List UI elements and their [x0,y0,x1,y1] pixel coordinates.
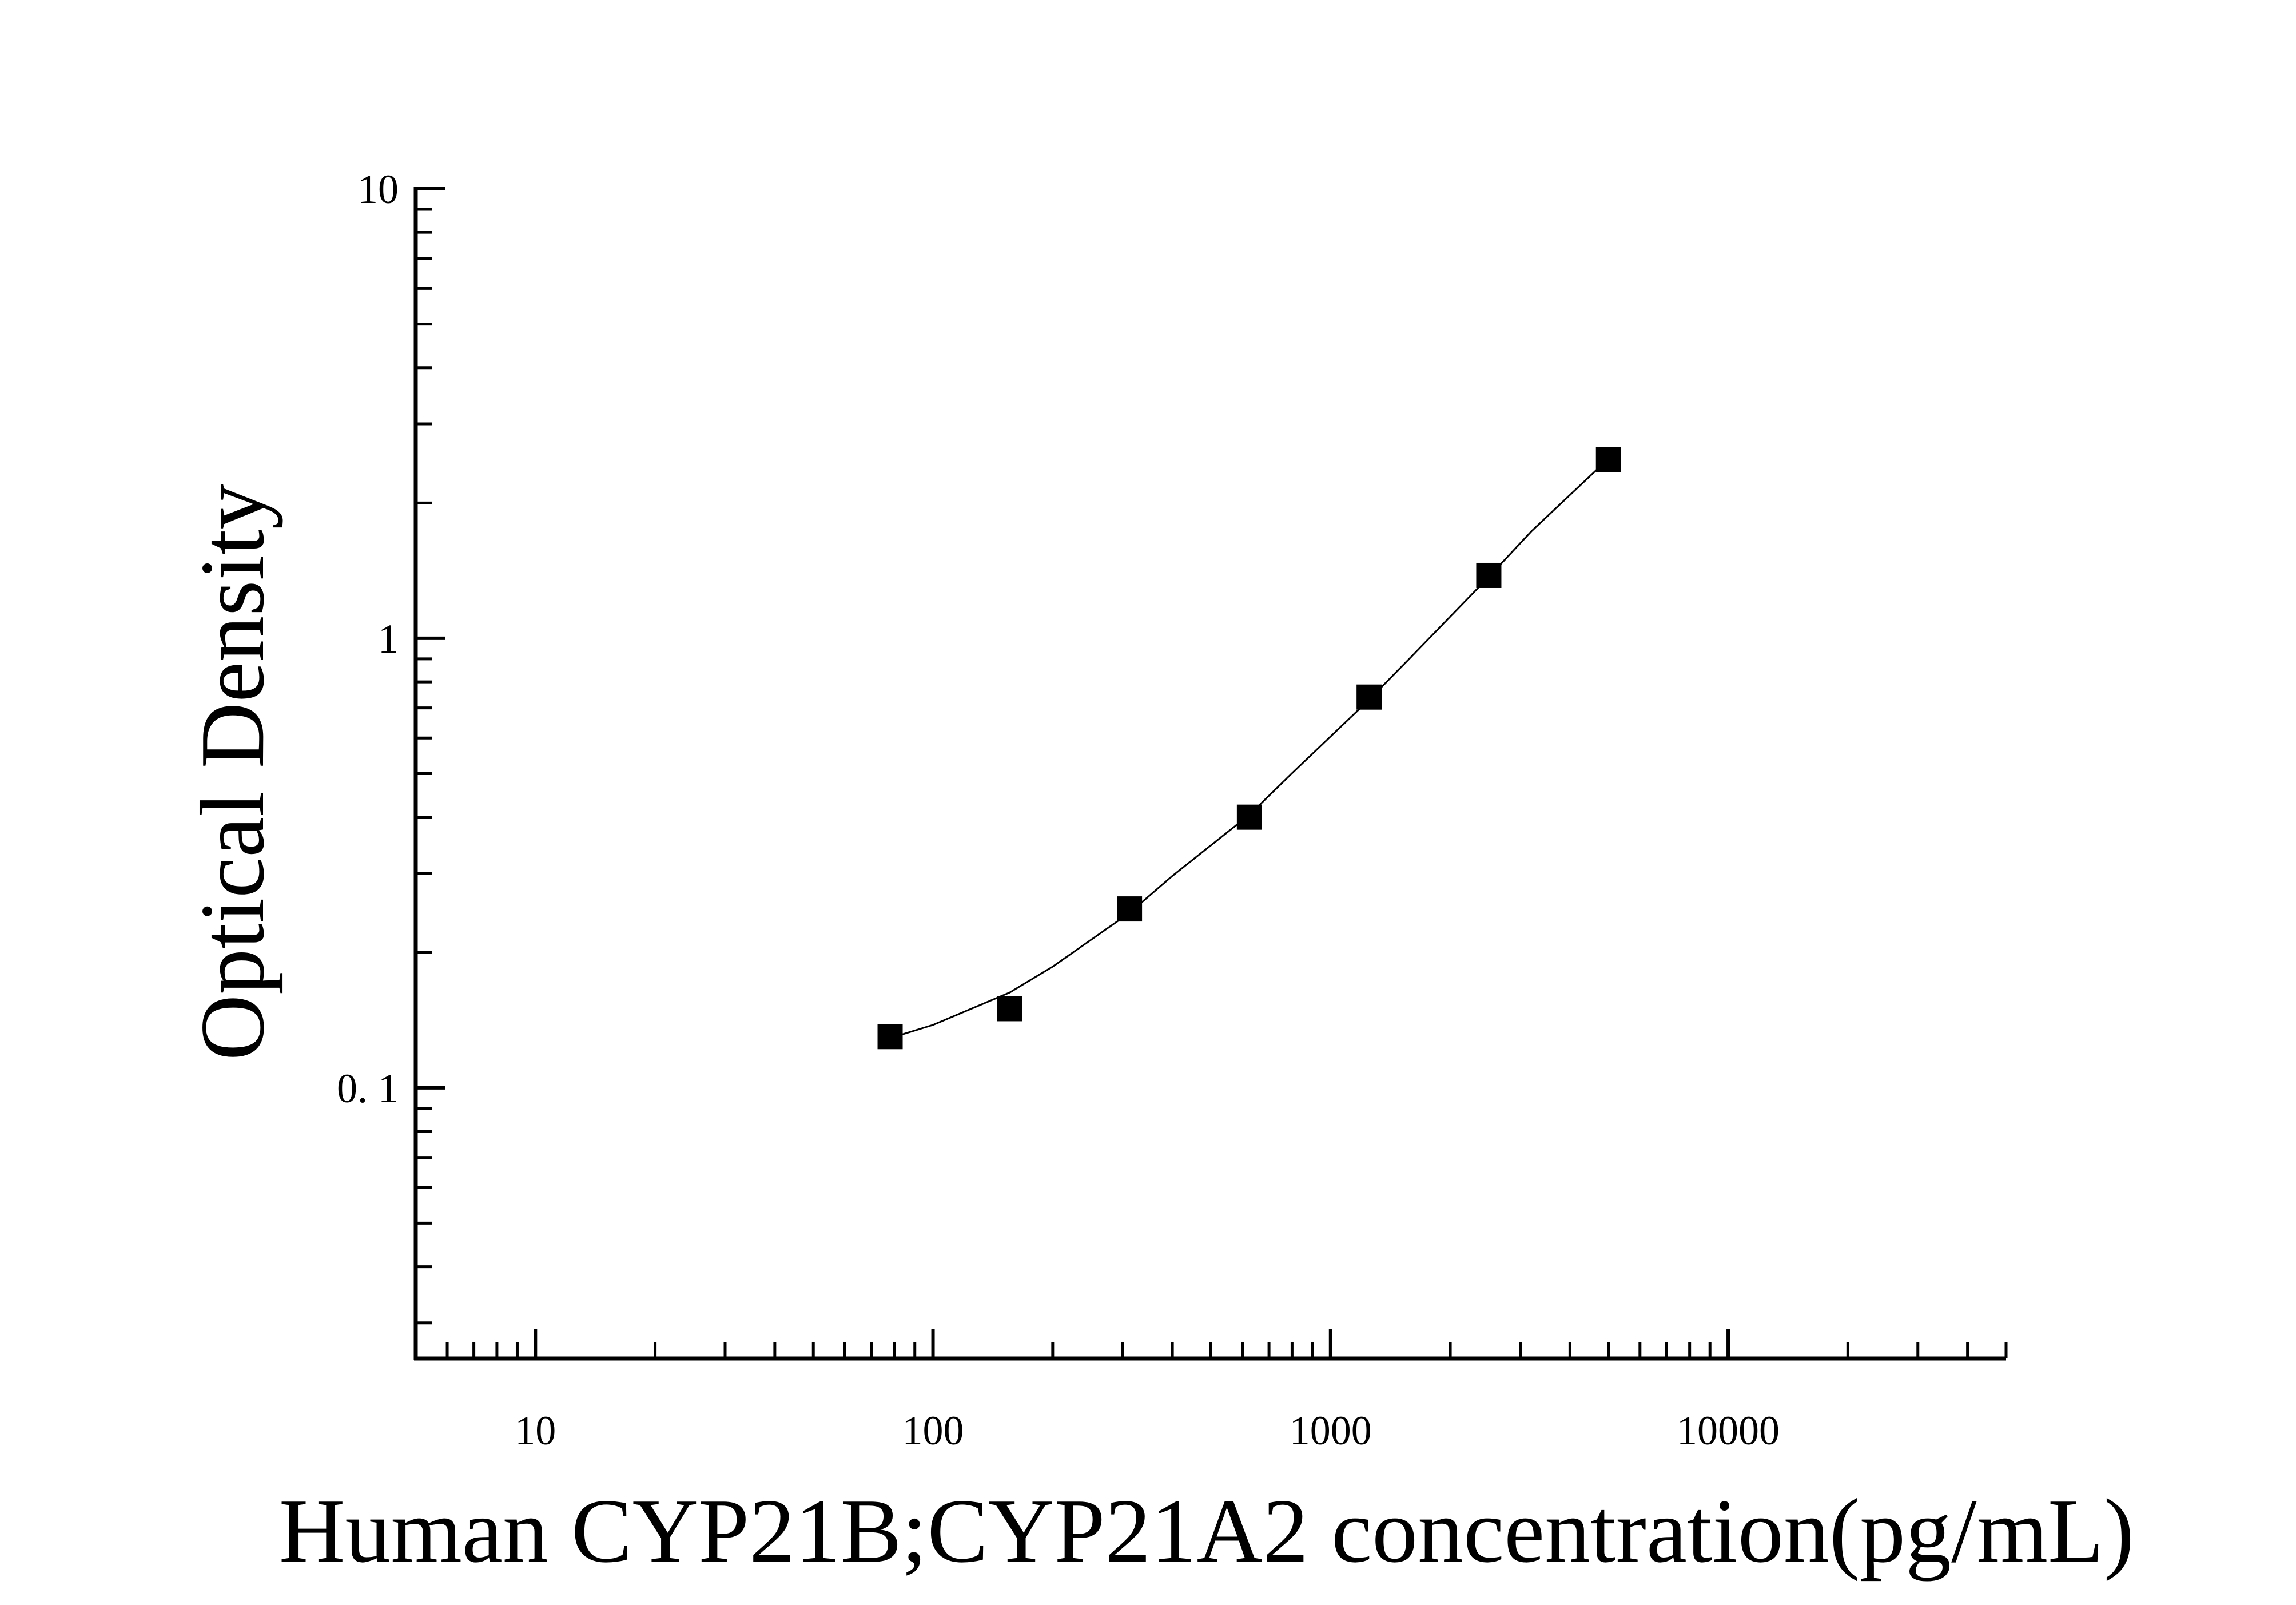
y-tick-labels: 10 1 0. 1 [337,166,399,1111]
data-point [1356,684,1382,710]
y-tick-label: 10 [357,166,399,212]
data-point [877,1024,903,1050]
x-tick-label: 10 [515,1408,556,1453]
data-point [1117,896,1143,922]
y-tick-label: 1 [378,616,399,662]
y-tick-label: 0. 1 [337,1066,399,1111]
data-point [1595,447,1621,472]
x-ticks [414,1329,2008,1358]
x-tick-label: 1000 [1290,1408,1372,1453]
x-tick-label: 100 [902,1408,964,1453]
axes [413,187,2006,1361]
x-tick-labels: 10 100 1000 10000 [515,1408,1780,1453]
fit-curve [890,458,1609,1039]
data-points [877,447,1621,1050]
y-axis-title: Optical Density [181,484,283,1061]
x-axis-title: Human CYP21B;CYP21A2 concentration(pg/mL… [279,1480,2134,1582]
y-ticks [416,187,445,1325]
data-point [997,996,1022,1022]
x-tick-label: 10000 [1677,1408,1780,1453]
data-point [1236,804,1262,830]
data-point [1476,562,1502,588]
